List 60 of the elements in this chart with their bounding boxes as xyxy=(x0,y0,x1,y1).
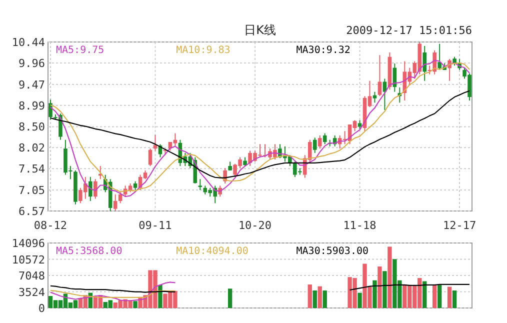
candlestick xyxy=(382,78,387,111)
y-tick-label: 10572 xyxy=(12,253,45,266)
bar xyxy=(358,292,362,308)
bar xyxy=(133,301,138,308)
line-series xyxy=(50,290,176,298)
bar xyxy=(312,290,317,308)
bar xyxy=(378,266,382,308)
y-tick-label: 6.57 xyxy=(18,205,45,218)
text: MA30:5903.00 xyxy=(296,246,369,257)
bar xyxy=(388,246,392,308)
x-tick-label: 12-17 xyxy=(442,219,476,232)
bar xyxy=(372,280,377,308)
candlestick xyxy=(422,45,427,82)
y-tick-label: 14096 xyxy=(12,237,45,250)
bar xyxy=(158,284,162,308)
text: MA5:9.75 xyxy=(56,45,104,56)
bar xyxy=(322,290,327,308)
bar xyxy=(437,284,442,308)
bar xyxy=(422,281,427,308)
bar xyxy=(452,290,457,308)
bar xyxy=(382,271,387,308)
candlestick xyxy=(312,137,317,154)
candlestick xyxy=(198,178,202,191)
y-tick-label: 7048 xyxy=(18,270,45,282)
candlestick xyxy=(378,54,382,97)
y-tick-label: 0 xyxy=(38,302,45,315)
bar xyxy=(308,284,312,308)
y-tick-label: 9.47 xyxy=(18,78,45,92)
text: MA5:3568.00 xyxy=(56,246,122,257)
chart-title: 日K线 xyxy=(244,23,276,37)
x-tick-label: 10-20 xyxy=(238,219,272,232)
bar xyxy=(447,286,452,308)
y-tick-label: 9.96 xyxy=(18,56,45,70)
candlestick xyxy=(372,91,377,104)
candlestick xyxy=(148,148,152,167)
text: MA30:9.32 xyxy=(296,45,350,56)
candlestick xyxy=(318,134,322,150)
candlestick xyxy=(93,178,98,200)
bar xyxy=(318,286,322,308)
y-tick-label: 7.05 xyxy=(18,184,45,198)
candlestick xyxy=(113,194,118,212)
y-tick-label: 8.02 xyxy=(18,142,45,155)
bar xyxy=(228,288,232,308)
candlestick xyxy=(118,192,122,204)
text: MA10:9.83 xyxy=(176,45,230,56)
candlestick xyxy=(48,99,52,120)
y-tick-label: 10.44 xyxy=(12,36,46,49)
y-tick-label: 7.54 xyxy=(18,162,46,176)
x-tick-label: 09-11 xyxy=(138,219,172,232)
y-tick-label: 8.50 xyxy=(18,120,45,134)
candlestick xyxy=(322,132,327,145)
text: 2009-12-17 15:01:56 xyxy=(346,24,472,37)
bar xyxy=(432,284,437,308)
text: MA10:4094.00 xyxy=(176,246,248,257)
candlestick xyxy=(88,176,92,202)
x-tick-label: 11-18 xyxy=(343,219,376,232)
y-tick-label: 3524 xyxy=(18,286,46,299)
y-tick-label: 8.99 xyxy=(18,99,45,112)
x-tick-label: 08-12 xyxy=(34,219,68,232)
line-series xyxy=(50,282,176,302)
